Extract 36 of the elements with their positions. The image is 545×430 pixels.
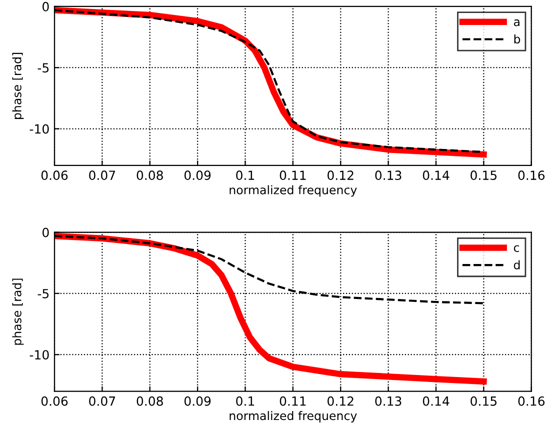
x-tick-label: 0.09: [184, 170, 211, 180]
x-tick-label: 0.08: [136, 396, 163, 406]
x-tick-label: 0.08: [136, 170, 163, 180]
x-tick-label: 0.12: [328, 170, 354, 180]
y-tick-label: -10: [30, 350, 49, 360]
x-tick-label: 0.06: [41, 396, 68, 406]
x-tick-label: 0.14: [422, 396, 450, 406]
legend-label: c: [514, 245, 520, 252]
legend-label: a: [514, 19, 520, 26]
x-tick-label: 0.15: [470, 170, 497, 180]
x-axis-title: normalized frequency: [230, 411, 357, 422]
legend-label: d: [514, 260, 520, 270]
y-tick-label: -10: [30, 124, 49, 134]
y-tick-label: 0: [42, 2, 49, 12]
x-tick-label: 0.14: [422, 170, 450, 180]
x-tick-label: 0.11: [280, 396, 306, 406]
x-tick-label: 0.16: [518, 170, 545, 180]
y-axis-title: phase [rad]: [12, 278, 24, 345]
x-tick-label: 0.12: [328, 396, 354, 406]
x-tick-label: 0.16: [518, 396, 545, 406]
x-axis-title: normalized frequency: [230, 185, 357, 197]
y-axis-title: phase [rad]: [12, 52, 24, 119]
y-tick-label: -5: [38, 289, 49, 298]
x-tick-label: 0.1: [236, 396, 254, 406]
x-tick-label: 0.07: [89, 170, 116, 180]
x-tick-label: 0.09: [184, 396, 211, 406]
x-tick-label: 0.06: [41, 170, 68, 180]
x-tick-label: 0.11: [280, 170, 306, 180]
x-tick-label: 0.13: [375, 396, 402, 406]
y-tick-label: 0: [42, 228, 49, 238]
x-tick-label: 0.07: [89, 396, 116, 406]
x-tick-label: 0.15: [470, 396, 497, 406]
y-tick-label: -5: [38, 63, 49, 73]
x-tick-label: 0.1: [236, 170, 254, 180]
x-tick-label: 0.13: [375, 170, 402, 180]
legend-label: b: [514, 34, 520, 44]
